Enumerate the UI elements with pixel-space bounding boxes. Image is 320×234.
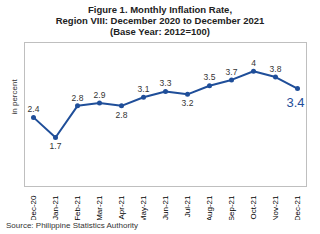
svg-text:Aug-21: Aug-21 [205, 195, 214, 220]
svg-text:Mar-21: Mar-21 [95, 195, 104, 220]
svg-text:3.8: 3.8 [270, 64, 282, 74]
svg-text:May-21: May-21 [139, 195, 148, 220]
html-text:Figure 1. Monthly Inflation Ra: Figure 1. Monthly Inflation Rate, [88, 4, 232, 15]
svg-text:3.2: 3.2 [182, 98, 194, 108]
svg-text:Jul-21: Jul-21 [183, 195, 192, 217]
svg-text:Feb-21: Feb-21 [73, 195, 82, 220]
svg-text:Sep-21: Sep-21 [227, 195, 236, 220]
svg-text:2.9: 2.9 [94, 90, 106, 100]
svg-text:2.8: 2.8 [72, 93, 84, 103]
html-text:Region VIII: December 2020 to: Region VIII: December 2020 to December 2… [55, 15, 265, 26]
svg-text:3.1: 3.1 [138, 84, 150, 94]
svg-text:1.7: 1.7 [50, 141, 62, 151]
svg-text:3.7: 3.7 [226, 67, 238, 77]
svg-text:Oct-21: Oct-21 [249, 195, 258, 220]
svg-text:Jun-21: Jun-21 [161, 195, 170, 220]
svg-text:3.5: 3.5 [204, 72, 216, 82]
svg-text:Dec-21: Dec-21 [293, 195, 302, 220]
svg-text:2.4: 2.4 [28, 104, 40, 114]
svg-text:3.4: 3.4 [286, 95, 304, 110]
svg-text:Apr-21: Apr-21 [117, 195, 126, 220]
svg-text:Jan-21: Jan-21 [51, 195, 60, 220]
svg-text:Dec-20: Dec-20 [29, 195, 38, 220]
svg-text:Nov-21: Nov-21 [271, 195, 280, 220]
svg-text:4: 4 [251, 58, 256, 68]
html-text:(Base Year: 2012=100): (Base Year: 2012=100) [110, 26, 210, 37]
html-text:Source: Philippine Statistics: Source: Philippine Statistics Authority [6, 221, 139, 230]
svg-text:in percent: in percent [10, 79, 19, 115]
svg-text:3.3: 3.3 [160, 78, 172, 88]
svg-text:2.8: 2.8 [116, 110, 128, 120]
